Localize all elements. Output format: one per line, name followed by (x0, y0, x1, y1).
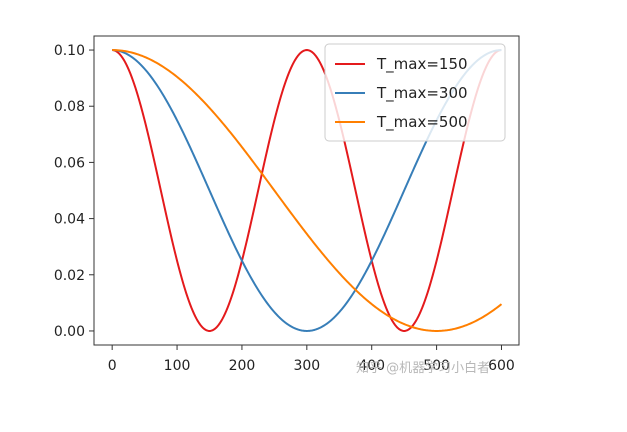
y-tick-label: 0.04 (54, 212, 85, 228)
legend-label: T_max=150 (376, 55, 468, 74)
x-tick-label: 500 (423, 358, 450, 374)
x-tick-label: 200 (229, 358, 256, 374)
x-tick-label: 0 (108, 358, 117, 374)
series-line-3 (112, 49, 503, 332)
y-tick-label: 0.06 (54, 155, 85, 171)
y-tick-label: 0.08 (54, 99, 85, 115)
x-axis: 0 100 200 300 400 500 600 (108, 345, 515, 374)
x-tick-label: 400 (358, 358, 385, 374)
y-tick-label: 0.02 (54, 268, 85, 284)
series-line-1 (112, 49, 502, 332)
x-tick-label: 600 (488, 358, 515, 374)
y-tick-label: 0.00 (54, 324, 85, 340)
x-tick-label: 100 (164, 358, 191, 374)
legend: T_max=150 T_max=300 T_max=500 (324, 43, 506, 142)
y-tick-label: 0.10 (54, 43, 85, 59)
legend-label: T_max=300 (376, 84, 468, 103)
legend-box (324, 43, 506, 142)
y-axis: 0.00 0.02 0.04 0.06 0.08 0.10 (54, 43, 94, 340)
watermark: 知乎 @机器学习小白者 (356, 361, 491, 376)
x-tick-label: 300 (293, 358, 320, 374)
legend-label: T_max=500 (376, 113, 468, 132)
